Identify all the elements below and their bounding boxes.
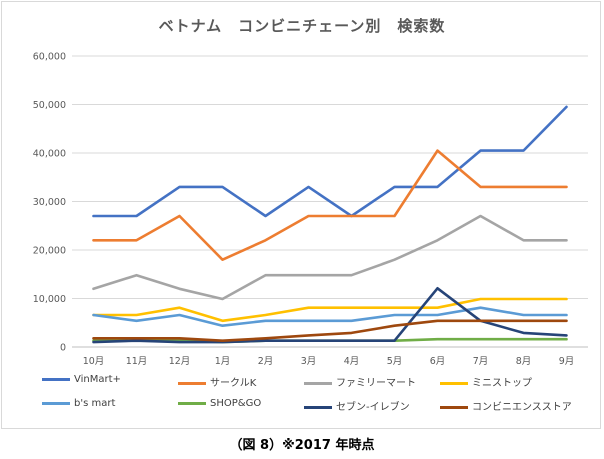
- figure-caption: （図 8）※2017 年時点: [229, 438, 375, 453]
- x-tick-label: 11月: [126, 356, 148, 367]
- series-line: [92, 214, 568, 301]
- legend-swatch: [304, 405, 332, 409]
- legend-swatch: [178, 381, 206, 385]
- x-axis-tick-labels: 10月 11月 12月 1月 2月 3月 4月 5月 6月 7月 8月 9月: [83, 356, 575, 367]
- legend-item: b's mart: [42, 398, 115, 409]
- y-tick-label: 60,000: [33, 52, 66, 63]
- x-tick-label: 6月: [430, 356, 446, 367]
- series-lines: [92, 105, 568, 344]
- legend-label: ファミリーマート: [336, 378, 416, 389]
- legend-swatch: [42, 401, 70, 405]
- legend-item: VinMart+: [42, 374, 121, 385]
- x-tick-label: 10月: [83, 356, 105, 367]
- x-tick-label: 12月: [169, 356, 191, 367]
- legend-swatch: [440, 381, 468, 385]
- series-line: [92, 319, 568, 343]
- x-tick-label: 4月: [344, 356, 360, 367]
- x-tick-label: 5月: [387, 356, 403, 367]
- line-chart: 0 10,000 20,000 30,000 40,000 50,000 60,000 10…: [33, 52, 588, 367]
- y-axis-tick-labels: 0 10,000 20,000 30,000 40,000 50,000 60,000: [33, 52, 66, 354]
- y-tick-label: 30,000: [33, 197, 66, 208]
- x-tick-label: 3月: [301, 356, 317, 367]
- y-tick-label: 40,000: [33, 149, 66, 160]
- legend-label: コンビニエンスストア: [472, 402, 572, 413]
- legend-item: コンビニエンスストア: [440, 398, 572, 413]
- legend-label: ミニストップ: [472, 378, 532, 389]
- y-tick-label: 20,000: [33, 246, 66, 257]
- legend-swatch: [178, 401, 206, 405]
- legend-label: サークルK: [210, 378, 257, 389]
- legend-item: サークルK: [178, 374, 256, 389]
- series-line: [92, 286, 568, 344]
- chart-frame: 0 10,000 20,000 30,000 40,000 50,000 60,000 10…: [1, 1, 601, 429]
- legend-label: セブン-イレブン: [336, 402, 410, 413]
- x-tick-label: 8月: [516, 356, 532, 367]
- chart-title: ベトナム コンビニチェーン別 検索数: [158, 17, 446, 35]
- y-tick-label: 10,000: [33, 294, 66, 305]
- series-line: [92, 297, 568, 323]
- legend-swatch: [42, 377, 70, 381]
- legend-label: VinMart+: [74, 374, 121, 385]
- y-tick-label: 0: [60, 343, 66, 354]
- legend-swatch: [304, 381, 332, 385]
- legend-item: ミニストップ: [440, 374, 532, 389]
- series-line: [92, 306, 568, 328]
- x-tick-label: 9月: [559, 356, 575, 367]
- x-tick-label: 1月: [215, 356, 231, 367]
- x-tick-label: 2月: [258, 356, 274, 367]
- legend-item: セブン-イレブン: [304, 398, 410, 413]
- legend-item: SHOP&GO: [178, 398, 261, 409]
- series-line: [92, 105, 568, 218]
- series-line: [92, 149, 568, 262]
- legend-swatch: [440, 405, 468, 409]
- legend-item: ファミリーマート: [304, 374, 416, 389]
- y-tick-label: 50,000: [33, 100, 66, 111]
- legend-label: SHOP&GO: [210, 398, 262, 409]
- x-tick-label: 7月: [473, 356, 489, 367]
- legend-label: b's mart: [74, 398, 116, 409]
